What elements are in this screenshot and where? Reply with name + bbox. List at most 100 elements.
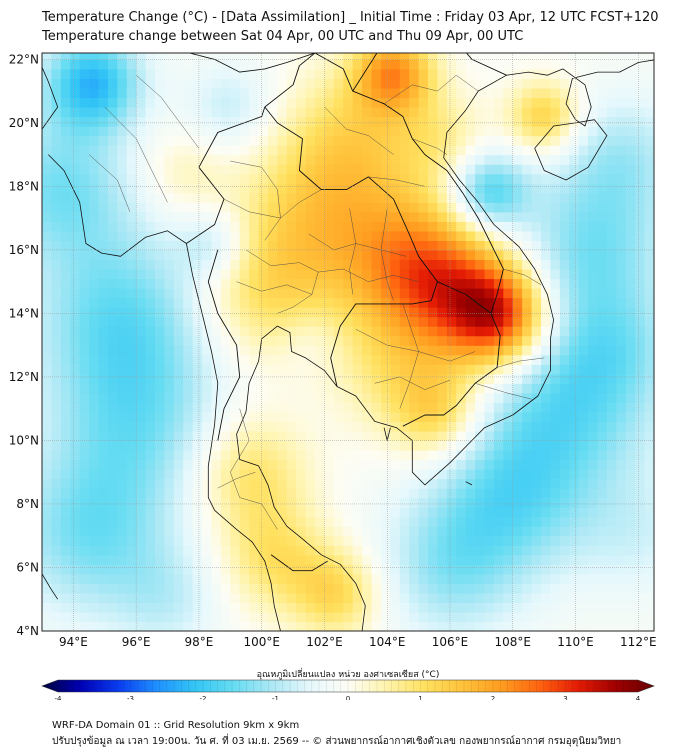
field-cell	[192, 411, 203, 422]
field-cell	[644, 469, 654, 480]
field-cell	[154, 516, 165, 527]
field-cell	[51, 68, 62, 80]
field-cell	[183, 278, 194, 289]
field-cell	[145, 345, 156, 356]
field-cell	[654, 479, 664, 489]
field-cell	[484, 183, 495, 194]
field-cell	[333, 135, 344, 146]
colorbar-title: อุณหภูมิเปลี่ยนแปลง หน่วย องศาเซลเซียส (…	[257, 667, 440, 680]
field-cell	[333, 430, 344, 442]
field-cell	[333, 307, 344, 318]
field-cell	[60, 173, 71, 184]
field-cell	[286, 126, 297, 137]
field-cell	[89, 516, 100, 527]
field-cell	[117, 97, 128, 108]
field-cell	[286, 430, 297, 442]
field-cell	[126, 297, 137, 308]
field-cell	[192, 392, 203, 403]
field-cell	[371, 611, 382, 623]
field-cell	[117, 211, 128, 222]
field-cell	[606, 154, 617, 165]
field-cell	[616, 469, 627, 480]
field-cell	[522, 192, 533, 203]
field-cell	[211, 554, 222, 565]
field-cell	[267, 564, 278, 575]
field-cell	[211, 145, 222, 156]
field-cell	[541, 288, 552, 299]
field-cell	[145, 354, 156, 365]
field-cell	[267, 53, 278, 60]
field-cell	[154, 345, 165, 356]
field-cell	[390, 602, 401, 613]
field-cell	[249, 326, 260, 337]
field-cell	[136, 259, 147, 270]
field-cell	[541, 535, 552, 546]
field-cell	[89, 440, 100, 451]
field-cell	[98, 573, 109, 584]
field-cell	[559, 154, 570, 165]
field-cell	[343, 449, 354, 461]
field-cell	[588, 402, 599, 413]
field-cell	[305, 268, 316, 280]
field-cell	[136, 449, 147, 461]
field-cell	[625, 126, 636, 137]
field-cell	[512, 192, 523, 203]
field-cell	[296, 354, 307, 365]
field-cell	[305, 240, 316, 251]
field-cell	[70, 564, 81, 575]
field-cell	[79, 97, 90, 108]
field-cell	[258, 316, 269, 327]
field-cell	[616, 164, 627, 175]
field-cell	[154, 497, 165, 508]
field-cell	[559, 554, 570, 565]
field-cell	[503, 383, 514, 394]
field-cell	[352, 545, 363, 556]
field-cell	[371, 383, 382, 394]
field-cell	[333, 145, 344, 156]
field-cell	[644, 459, 654, 470]
field-cell	[192, 373, 203, 384]
field-cell	[625, 116, 636, 127]
field-cell	[569, 535, 580, 546]
field-cell	[352, 516, 363, 527]
field-cell	[286, 278, 297, 289]
field-cell	[418, 192, 429, 203]
field-cell	[531, 545, 542, 556]
field-cell	[98, 488, 109, 499]
field-cell	[249, 440, 260, 451]
field-cell	[107, 592, 118, 604]
field-cell	[343, 164, 354, 175]
field-cell	[192, 240, 203, 251]
field-cell	[230, 373, 241, 384]
field-cell	[333, 230, 344, 241]
field-cell	[390, 478, 401, 489]
field-cell	[117, 173, 128, 184]
field-cell	[644, 192, 654, 203]
field-cell	[588, 78, 599, 89]
field-cell	[380, 459, 391, 470]
field-cell	[362, 59, 373, 70]
field-cell	[399, 192, 410, 203]
field-cell	[569, 230, 580, 241]
field-cell	[475, 373, 486, 384]
field-cell	[418, 411, 429, 422]
field-cell	[559, 373, 570, 384]
field-cell	[164, 592, 175, 604]
field-cell	[277, 316, 288, 327]
field-cell	[239, 621, 250, 631]
field-cell	[550, 430, 561, 442]
field-cell	[220, 53, 231, 60]
field-cell	[79, 440, 90, 451]
field-cell	[202, 335, 213, 346]
field-cell	[324, 449, 335, 461]
field-cell	[446, 230, 457, 241]
field-cell	[418, 507, 429, 518]
field-cell	[606, 573, 617, 584]
field-cell	[644, 307, 654, 318]
field-cell	[644, 335, 654, 346]
field-cell	[230, 307, 241, 318]
field-cell	[569, 68, 580, 80]
field-cell	[475, 592, 486, 604]
field-cell	[296, 411, 307, 422]
field-cell	[362, 240, 373, 251]
